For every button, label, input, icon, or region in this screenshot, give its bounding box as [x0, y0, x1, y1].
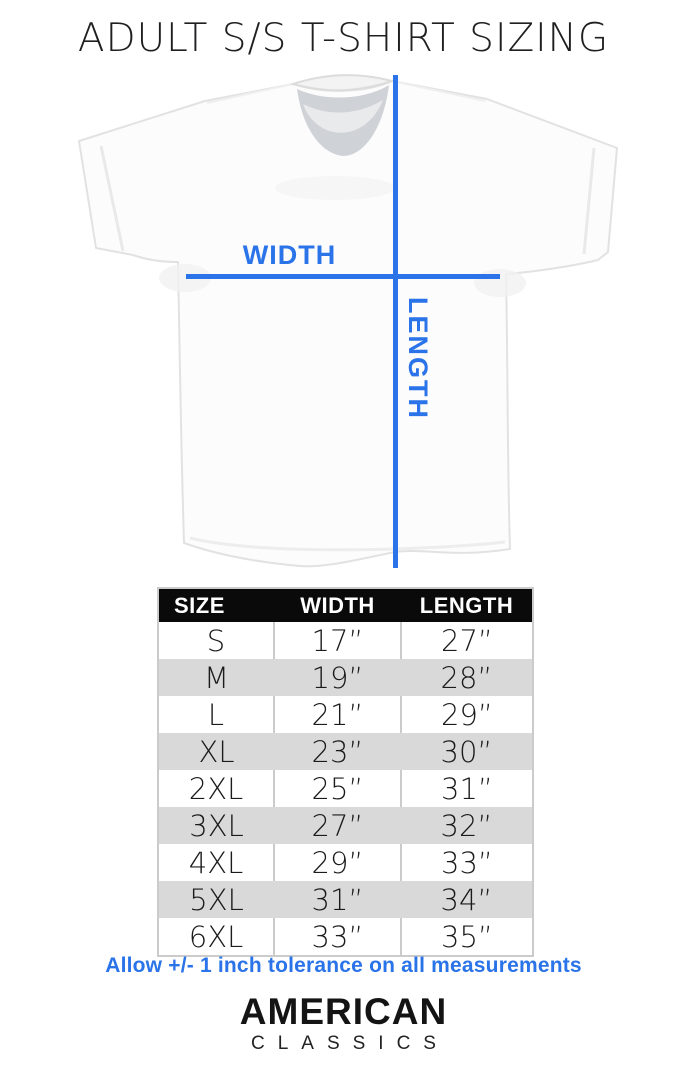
- length-cell: 27”: [400, 622, 533, 659]
- brand-logo: AMERICAN CLASSICS: [0, 993, 687, 1055]
- length-cell: 30”: [401, 733, 533, 770]
- size-cell: M: [158, 659, 274, 696]
- size-cell: 4XL: [158, 844, 274, 881]
- size-cell: 3XL: [158, 807, 274, 844]
- column-header-width: WIDTH: [274, 588, 401, 622]
- width-cell: 25”: [273, 770, 401, 807]
- size-cell: XL: [158, 733, 274, 770]
- length-label: LENGTH: [403, 297, 433, 420]
- table-row: 6XL 33” 35”: [158, 918, 533, 956]
- width-label: WIDTH: [242, 240, 337, 270]
- length-cell: 33”: [400, 844, 533, 881]
- column-header-length: LENGTH: [401, 588, 533, 622]
- width-cell: 21”: [273, 696, 401, 733]
- width-cell: 27”: [274, 807, 401, 844]
- table-header-row: SIZE WIDTH LENGTH: [158, 588, 533, 622]
- length-cell: 28”: [401, 659, 533, 696]
- width-cell: 29”: [273, 844, 401, 881]
- width-cell: 33”: [273, 918, 401, 956]
- table-row: 2XL 25” 31”: [158, 770, 533, 807]
- size-cell: 6XL: [158, 918, 274, 956]
- length-cell: 29”: [400, 696, 533, 733]
- table-row: 4XL 29” 33”: [158, 844, 533, 881]
- tolerance-note: Allow +/- 1 inch tolerance on all measur…: [105, 954, 582, 977]
- table-row: S 17” 27”: [158, 622, 533, 659]
- width-measure-line: [186, 274, 500, 279]
- size-table: SIZE WIDTH LENGTH S 17” 27” M 19” 28” L …: [157, 587, 534, 957]
- brand-name: AMERICAN: [239, 991, 448, 1032]
- table-row: XL 23” 30”: [158, 733, 533, 770]
- size-cell: 5XL: [158, 881, 274, 918]
- length-cell: 34”: [401, 881, 533, 918]
- table-row: 5XL 31” 34”: [158, 881, 533, 918]
- size-cell: 2XL: [158, 770, 274, 807]
- width-cell: 31”: [274, 881, 401, 918]
- length-measure-line: [393, 75, 398, 568]
- width-cell: 23”: [274, 733, 401, 770]
- width-cell: 19”: [274, 659, 401, 696]
- size-cell: L: [158, 696, 274, 733]
- table-row: L 21” 29”: [158, 696, 533, 733]
- length-cell: 31”: [400, 770, 533, 807]
- brand-subname: CLASSICS: [251, 1033, 449, 1054]
- page-title: ADULT S/S T-SHIRT SIZING: [77, 16, 610, 61]
- table-row: 3XL 27” 32”: [158, 807, 533, 844]
- tshirt-graphic: [78, 74, 618, 568]
- length-cell: 32”: [401, 807, 533, 844]
- width-cell: 17”: [273, 622, 401, 659]
- column-header-size: SIZE: [158, 588, 274, 622]
- table-row: M 19” 28”: [158, 659, 533, 696]
- tshirt-image: [35, 68, 650, 573]
- length-cell: 35”: [400, 918, 533, 956]
- size-cell: S: [158, 622, 274, 659]
